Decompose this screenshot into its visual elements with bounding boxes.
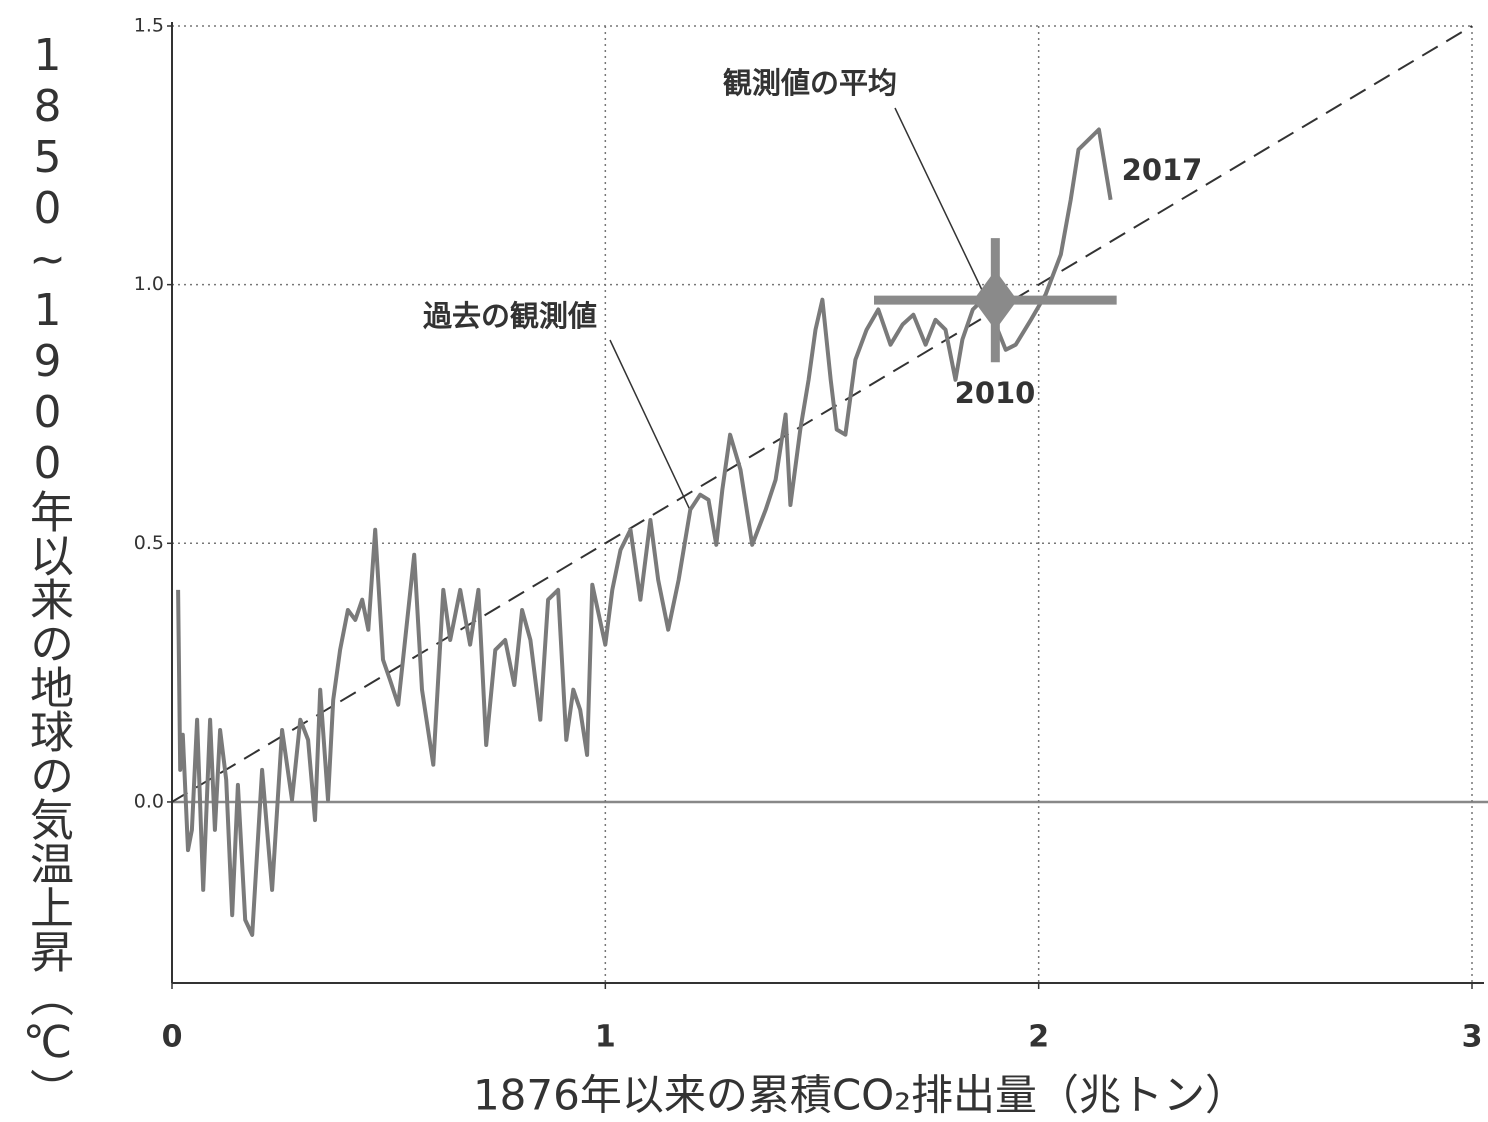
y-axis-title: 1850~1900年以来の地球の気温上昇（℃） (22, 30, 73, 1112)
x-axis-title: 1876年以来の累積CO₂排出量（兆トン） (473, 1071, 1247, 1120)
y-tick-label: 1.0 (134, 273, 164, 295)
y-tick-label: 1.5 (134, 15, 164, 37)
observed-line (176, 127, 1113, 937)
trend-line (171, 25, 1473, 803)
annotation: 過去の観測値 (423, 299, 597, 333)
x-tick-label: 0 (162, 1020, 183, 1055)
x-tick-label: 3 (1462, 1020, 1483, 1055)
x-tick-label: 2 (1028, 1020, 1049, 1055)
mean-point (973, 270, 1018, 331)
leader-line (894, 107, 983, 291)
leader-line (609, 339, 691, 511)
annotation: 2017 (1122, 153, 1203, 187)
y-tick-label: 0.5 (134, 532, 164, 554)
x-tick-label: 1 (595, 1020, 616, 1055)
annotation: 2010 (955, 376, 1036, 410)
annotation: 観測値の平均 (723, 66, 897, 100)
y-tick-label: 0.0 (134, 790, 164, 812)
